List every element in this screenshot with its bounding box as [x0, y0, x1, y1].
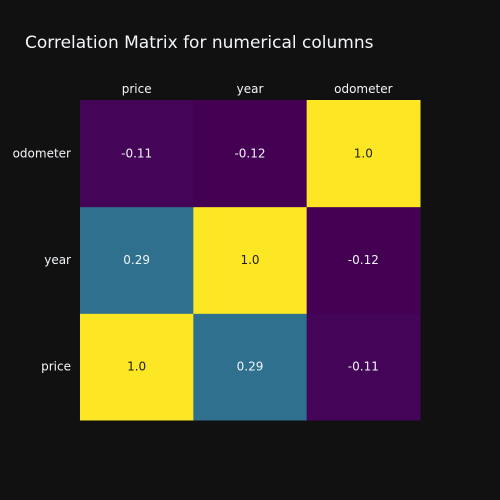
- x-tick-label-price: price: [122, 82, 152, 96]
- heatmap-cell-label: 0.29: [237, 360, 264, 374]
- heatmap-cell-label: 1.0: [240, 253, 259, 267]
- heatmap-cell-label: -0.12: [348, 253, 379, 267]
- heatmap-cell-label: -0.11: [348, 360, 379, 374]
- heatmap-cell-label: -0.12: [234, 146, 265, 160]
- x-tick-label-odometer: odometer: [334, 82, 392, 96]
- y-tick-label-price: price: [41, 360, 71, 374]
- heatmap-cell-label: 1.0: [127, 360, 146, 374]
- heatmap-cell-label: 0.29: [123, 253, 150, 267]
- x-tick-label-year: year: [237, 82, 264, 96]
- y-tick-label-year: year: [44, 253, 71, 267]
- x-axis-tick-labels: price year odometer: [122, 82, 393, 96]
- y-tick-label-odometer: odometer: [13, 146, 71, 160]
- heatmap-cell-label: -0.11: [121, 146, 152, 160]
- heatmap-cell-label: 1.0: [354, 146, 373, 160]
- y-axis-tick-labels: price year odometer: [13, 146, 71, 373]
